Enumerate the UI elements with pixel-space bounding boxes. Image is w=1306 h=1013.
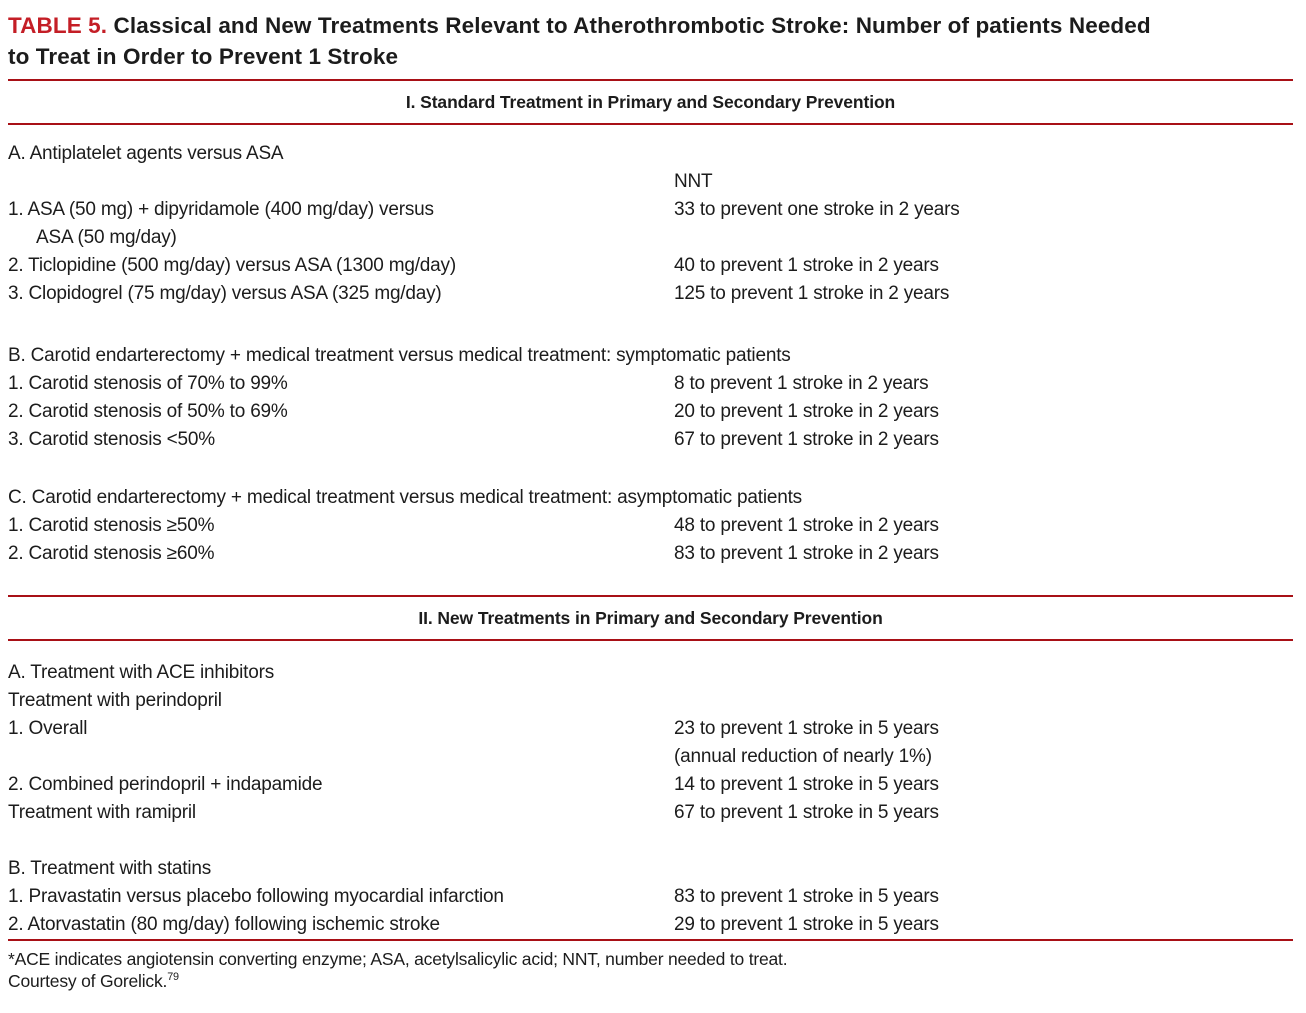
column-header-row: NNT bbox=[8, 168, 1293, 196]
row-value: 40 to prevent 1 stroke in 2 years bbox=[674, 255, 939, 276]
table-row-continuation: ASA (50 mg/day) bbox=[8, 224, 1293, 252]
footnote-abbreviations: *ACE indicates angiotensin converting en… bbox=[8, 949, 788, 969]
row-label-continuation: ASA (50 mg/day) bbox=[36, 227, 177, 248]
row-value: 14 to prevent 1 stroke in 5 years bbox=[674, 774, 939, 795]
row-value: 20 to prevent 1 stroke in 2 years bbox=[674, 401, 939, 422]
group-heading-1a: A. Antiplatelet agents versus ASA bbox=[8, 143, 284, 164]
row-label: 2. Ticlopidine (500 mg/day) versus ASA (… bbox=[8, 255, 456, 276]
footnote-courtesy-text: Courtesy of Gorelick. bbox=[8, 971, 168, 991]
table-row: 1. ASA (50 mg) + dipyridamole (400 mg/da… bbox=[8, 196, 1293, 224]
table-caption-line-2: to Treat in Order to Prevent 1 Stroke bbox=[8, 44, 399, 69]
table-row: 2. Carotid stenosis ≥60% 83 to prevent 1… bbox=[8, 540, 1293, 568]
row-value: 33 to prevent one stroke in 2 years bbox=[674, 199, 960, 220]
group-heading-1b: B. Carotid endarterectomy + medical trea… bbox=[8, 345, 791, 366]
section-header-1: I. Standard Treatment in Primary and Sec… bbox=[405, 92, 896, 112]
row-label: 1. ASA (50 mg) + dipyridamole (400 mg/da… bbox=[8, 199, 434, 220]
row-label: 2. Atorvastatin (80 mg/day) following is… bbox=[8, 914, 440, 935]
table-title: TABLE 5. Classical and New Treatments Re… bbox=[8, 0, 1293, 72]
row-label: Treatment with ramipril bbox=[8, 802, 196, 823]
table-row: 3. Clopidogrel (75 mg/day) versus ASA (3… bbox=[8, 280, 1293, 308]
group-heading-2a: A. Treatment with ACE inhibitors bbox=[8, 662, 275, 683]
table-body-section-2: A. Treatment with ACE inhibitors Treatme… bbox=[8, 659, 1293, 939]
table-caption-line-1: Classical and New Treatments Relevant to… bbox=[113, 13, 1151, 38]
footnote-rule bbox=[8, 939, 1293, 941]
table-row: 2. Atorvastatin (80 mg/day) following is… bbox=[8, 911, 1293, 939]
row-label: 1. Overall bbox=[8, 718, 88, 739]
section-rule-2-top bbox=[8, 595, 1293, 597]
table-row: 3. Carotid stenosis <50% 67 to prevent 1… bbox=[8, 426, 1293, 454]
group-subheading-2a: Treatment with perindopril bbox=[8, 690, 222, 711]
row-label: 2. Carotid stenosis ≥60% bbox=[8, 543, 215, 564]
table-title-line-1: TABLE 5. Classical and New Treatments Re… bbox=[8, 10, 1293, 41]
row-value: 67 to prevent 1 stroke in 2 years bbox=[674, 429, 939, 450]
row-value: 125 to prevent 1 stroke in 2 years bbox=[674, 283, 950, 304]
table-row: 1. Overall 23 to prevent 1 stroke in 5 y… bbox=[8, 715, 1293, 743]
row-value: 83 to prevent 1 stroke in 5 years bbox=[674, 886, 939, 907]
table-body-section-1: A. Antiplatelet agents versus ASA NNT 1.… bbox=[8, 140, 1293, 568]
section-rule-top bbox=[8, 79, 1293, 81]
row-value: 8 to prevent 1 stroke in 2 years bbox=[674, 373, 929, 394]
row-value-continuation: (annual reduction of nearly 1%) bbox=[674, 746, 932, 767]
group-heading-2b: B. Treatment with statins bbox=[8, 858, 212, 879]
footnote-reference-number: 79 bbox=[167, 971, 179, 984]
footnote-courtesy: Courtesy of Gorelick.79 bbox=[8, 970, 1293, 992]
row-value: 83 to prevent 1 stroke in 2 years bbox=[674, 543, 939, 564]
table-number: TABLE 5. bbox=[8, 13, 108, 38]
row-label: 3. Carotid stenosis <50% bbox=[8, 429, 215, 450]
row-label: 2. Combined perindopril + indapamide bbox=[8, 774, 323, 795]
page-root: TABLE 5. Classical and New Treatments Re… bbox=[8, 0, 1293, 992]
table-row: 1. Pravastatin versus placebo following … bbox=[8, 883, 1293, 911]
section-rule-1-bottom bbox=[8, 123, 1293, 125]
row-label: 1. Pravastatin versus placebo following … bbox=[8, 886, 504, 907]
table-row: 2. Carotid stenosis of 50% to 69% 20 to … bbox=[8, 398, 1293, 426]
row-value: 23 to prevent 1 stroke in 5 years bbox=[674, 718, 939, 739]
row-label: 1. Carotid stenosis of 70% to 99% bbox=[8, 373, 288, 394]
row-label: 2. Carotid stenosis of 50% to 69% bbox=[8, 401, 288, 422]
table-row: Treatment with ramipril 67 to prevent 1 … bbox=[8, 799, 1293, 827]
column-header-nnt: NNT bbox=[674, 171, 713, 192]
section-rule-2-bottom bbox=[8, 639, 1293, 641]
group-heading-1c: C. Carotid endarterectomy + medical trea… bbox=[8, 487, 802, 508]
table-row: 2. Combined perindopril + indapamide 14 … bbox=[8, 771, 1293, 799]
row-value bbox=[702, 224, 1293, 252]
row-label bbox=[8, 168, 674, 196]
row-value: 48 to prevent 1 stroke in 2 years bbox=[674, 515, 939, 536]
row-value: 67 to prevent 1 stroke in 5 years bbox=[674, 802, 939, 823]
table-row: 1. Carotid stenosis of 70% to 99% 8 to p… bbox=[8, 370, 1293, 398]
table-row-continuation: (annual reduction of nearly 1%) bbox=[8, 743, 1293, 771]
row-label: 1. Carotid stenosis ≥50% bbox=[8, 515, 215, 536]
table-row: 2. Ticlopidine (500 mg/day) versus ASA (… bbox=[8, 252, 1293, 280]
row-label: 3. Clopidogrel (75 mg/day) versus ASA (3… bbox=[8, 283, 442, 304]
table-footnotes: *ACE indicates angiotensin converting en… bbox=[8, 948, 1293, 992]
section-header-2: II. New Treatments in Primary and Second… bbox=[418, 608, 883, 628]
table-row: 1. Carotid stenosis ≥50% 48 to prevent 1… bbox=[8, 512, 1293, 540]
row-label bbox=[8, 743, 674, 771]
row-value: 29 to prevent 1 stroke in 5 years bbox=[674, 914, 939, 935]
